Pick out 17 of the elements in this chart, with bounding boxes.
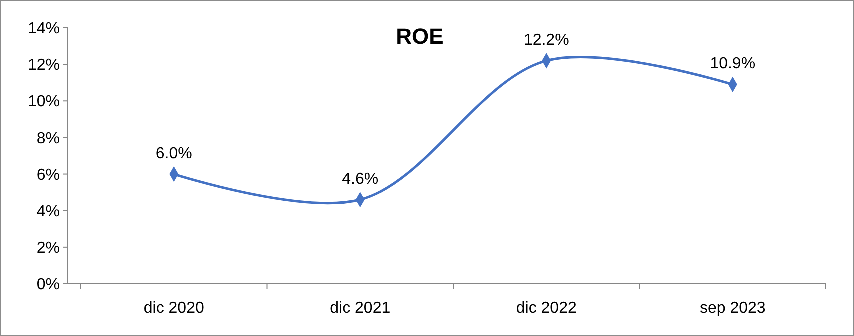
- y-tick-label: 10%: [28, 94, 60, 111]
- y-tick-label: 6%: [36, 166, 60, 184]
- x-tick-label: dic 2021: [330, 300, 391, 317]
- y-tick-label: 14%: [28, 20, 60, 38]
- x-tick-label: dic 2022: [516, 300, 577, 317]
- y-tick-label: 12%: [28, 57, 60, 74]
- y-tick-label: 0%: [36, 276, 60, 294]
- y-tick-label: 4%: [36, 203, 60, 220]
- data-label: 12.2%: [524, 32, 570, 49]
- chart-title: ROE: [396, 24, 444, 49]
- y-tick-label: 8%: [36, 130, 60, 148]
- data-label: 10.9%: [710, 56, 756, 73]
- data-label: 4.6%: [342, 170, 379, 188]
- x-tick-label: dic 2020: [144, 300, 204, 317]
- y-tick-label: 2%: [36, 240, 60, 258]
- data-label: 6.0%: [156, 145, 192, 162]
- x-tick-label: sep 2023: [700, 300, 766, 317]
